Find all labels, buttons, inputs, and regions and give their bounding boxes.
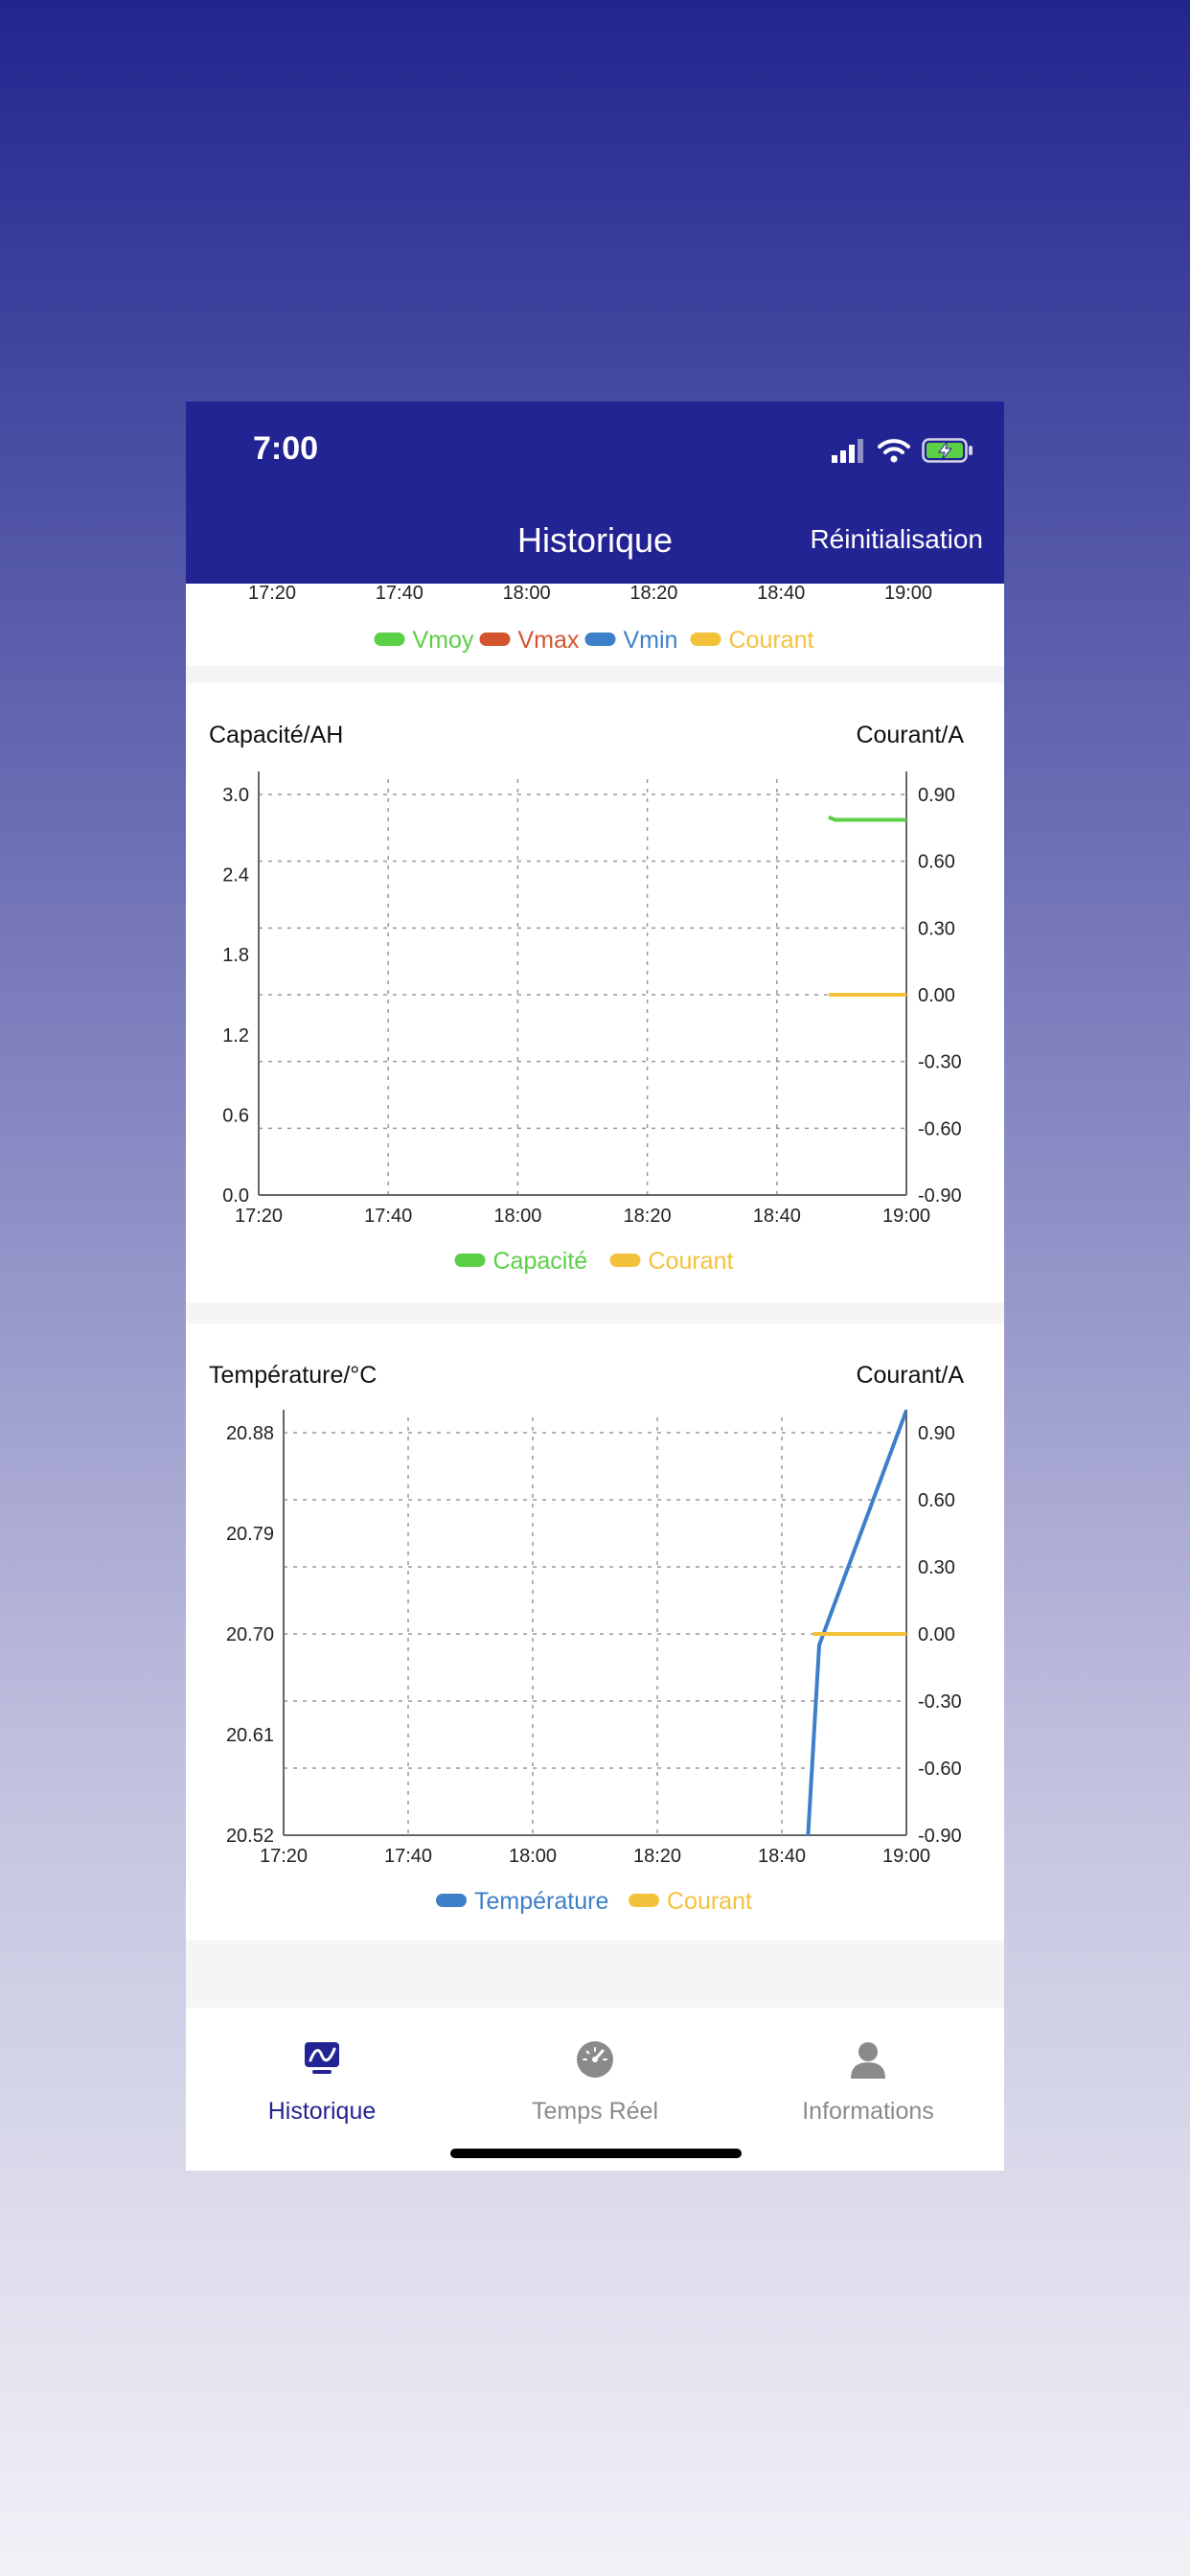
chart-legend: Capacité Courant — [454, 1248, 734, 1275]
y-right-tick-label: 0.90 — [918, 785, 955, 806]
status-time: 7:00 — [253, 430, 319, 467]
x-tick-label: 17:20 — [260, 1846, 308, 1867]
y-left-tick-label: 3.0 — [222, 785, 249, 806]
status-icons — [832, 436, 973, 465]
y-right-tick-label: -0.30 — [918, 1052, 962, 1073]
legend-swatch — [479, 632, 511, 646]
y-axis-left-title: Température/°C — [209, 1362, 377, 1389]
history-scroll-area[interactable]: 17:20 17:40 18:00 18:20 18:40 19:00 Vmoy Vmax V… — [186, 584, 1004, 2012]
legend-label: Vmin — [624, 627, 678, 654]
voltage-chart-card: 17:20 17:40 18:00 18:20 18:40 19:00 Vmoy Vmax V… — [186, 584, 1004, 666]
capacity-chart: Capacité/AH Courant/A 17:20 17:40 18:00 18:20… — [209, 722, 964, 1275]
y-right-tick-label: -0.30 — [918, 1691, 962, 1713]
temperature-chart-card: Température/°C Courant/A 17:20 17:40 18:00 18… — [186, 1323, 1004, 1941]
x-tick-label: 18:20 — [629, 584, 677, 604]
legend-swatch — [374, 632, 405, 646]
tab-temps-reel[interactable]: Temps Réel — [459, 2008, 731, 2125]
tab-label: Temps Réel — [532, 2098, 658, 2125]
tab-historique[interactable]: Historique — [186, 2008, 458, 2125]
x-tick-label: 17:40 — [384, 1846, 432, 1867]
tab-label: Informations — [802, 2098, 934, 2125]
page-title: Historique — [516, 520, 674, 560]
legend-swatch — [436, 1894, 467, 1907]
bottom-tab-bar: Historique Temps Réel Informations — [186, 2008, 1004, 2171]
chart-icon — [305, 2042, 339, 2074]
y-right-tick-label: -0.90 — [918, 1185, 962, 1207]
legend-label: Capacité — [493, 1248, 588, 1275]
x-tick-label: 19:00 — [884, 584, 932, 604]
tab-informations[interactable]: Informations — [732, 2008, 1004, 2125]
chart-legend: Température Courant — [436, 1888, 752, 1915]
x-tick-label: 18:00 — [493, 1206, 541, 1227]
chart-legend: Vmoy Vmax Vmin Courant — [374, 627, 814, 654]
x-tick-label: 17:20 — [248, 584, 296, 604]
y-right-tick-label: 0.60 — [918, 1490, 955, 1511]
x-tick-label: 18:40 — [757, 584, 805, 604]
x-tick-label: 17:40 — [364, 1206, 412, 1227]
legend-label: Courant — [729, 627, 814, 654]
battery-charging-icon — [922, 438, 973, 463]
y-left-tick-label: 1.2 — [222, 1025, 249, 1046]
x-tick-label: 17:40 — [376, 584, 423, 604]
temperature-chart: Température/°C Courant/A 17:20 17:40 18:00 18… — [209, 1362, 964, 1915]
y-left-tick-label: 0.0 — [222, 1185, 249, 1207]
y-left-tick-label: 20.88 — [226, 1423, 274, 1444]
y-right-tick-label: 0.60 — [918, 852, 955, 873]
capacity-chart-card: Capacité/AH Courant/A 17:20 17:40 18:00 18:20… — [186, 683, 1004, 1302]
x-tick-label: 18:00 — [509, 1846, 557, 1867]
y-left-tick-label: 0.6 — [222, 1105, 249, 1126]
y-right-tick-label: -0.60 — [918, 1759, 962, 1780]
series-line-température — [806, 1410, 906, 1835]
y-axis-left-title: Capacité/AH — [209, 722, 343, 748]
legend-swatch — [454, 1254, 486, 1267]
y-right-tick-label: 0.30 — [918, 918, 955, 939]
y-left-tick-label: 20.70 — [226, 1624, 274, 1645]
x-tick-label: 18:40 — [758, 1846, 806, 1867]
y-left-tick-label: 2.4 — [222, 865, 249, 886]
x-tick-label: 17:20 — [235, 1206, 283, 1227]
legend-label: Température — [474, 1888, 608, 1915]
legend-label: Vmax — [518, 627, 580, 654]
legend-swatch — [629, 1894, 659, 1907]
legend-swatch — [609, 1254, 641, 1267]
voltage-chart-partial: 17:20 17:40 18:00 18:20 18:40 19:00 Vmoy Vmax V… — [248, 584, 932, 654]
x-tick-label: 19:00 — [882, 1206, 930, 1227]
wifi-icon — [878, 439, 910, 463]
home-indicator[interactable] — [450, 2149, 742, 2158]
legend-label: Courant — [667, 1888, 752, 1915]
y-right-tick-label: -0.90 — [918, 1826, 962, 1847]
series-line-capacité — [828, 815, 906, 822]
y-left-tick-label: 20.61 — [226, 1725, 274, 1746]
tab-label: Historique — [267, 2098, 377, 2125]
x-tick-label: 18:20 — [624, 1206, 672, 1227]
x-tick-label: 19:00 — [882, 1846, 930, 1867]
y-right-tick-label: -0.60 — [918, 1118, 962, 1139]
y-right-tick-label: 0.00 — [918, 1624, 955, 1645]
gauge-icon — [577, 2041, 613, 2078]
y-right-tick-label: 0.90 — [918, 1423, 955, 1444]
y-left-tick-label: 1.8 — [222, 945, 249, 966]
legend-swatch — [690, 632, 721, 646]
reset-button[interactable]: Réinitialisation — [810, 524, 983, 554]
y-left-tick-label: 20.79 — [226, 1524, 274, 1545]
x-tick-label: 18:40 — [753, 1206, 801, 1227]
legend-label: Vmoy — [413, 627, 474, 654]
legend-label: Courant — [649, 1248, 734, 1275]
y-right-tick-label: 0.30 — [918, 1557, 955, 1578]
app-screen: 7:00 Historique Réinitialisation — [186, 402, 1004, 2171]
app-header: 7:00 Historique Réinitialisation — [186, 402, 1004, 584]
x-tick-label: 18:00 — [503, 584, 551, 604]
y-axis-right-title: Courant/A — [856, 1362, 964, 1389]
person-icon — [851, 2042, 885, 2079]
legend-swatch — [584, 632, 616, 646]
x-tick-label: 18:20 — [633, 1846, 681, 1867]
cellular-signal-icon — [832, 439, 863, 463]
y-left-tick-label: 20.52 — [226, 1826, 274, 1847]
y-axis-right-title: Courant/A — [856, 722, 964, 748]
y-right-tick-label: 0.00 — [918, 985, 955, 1006]
